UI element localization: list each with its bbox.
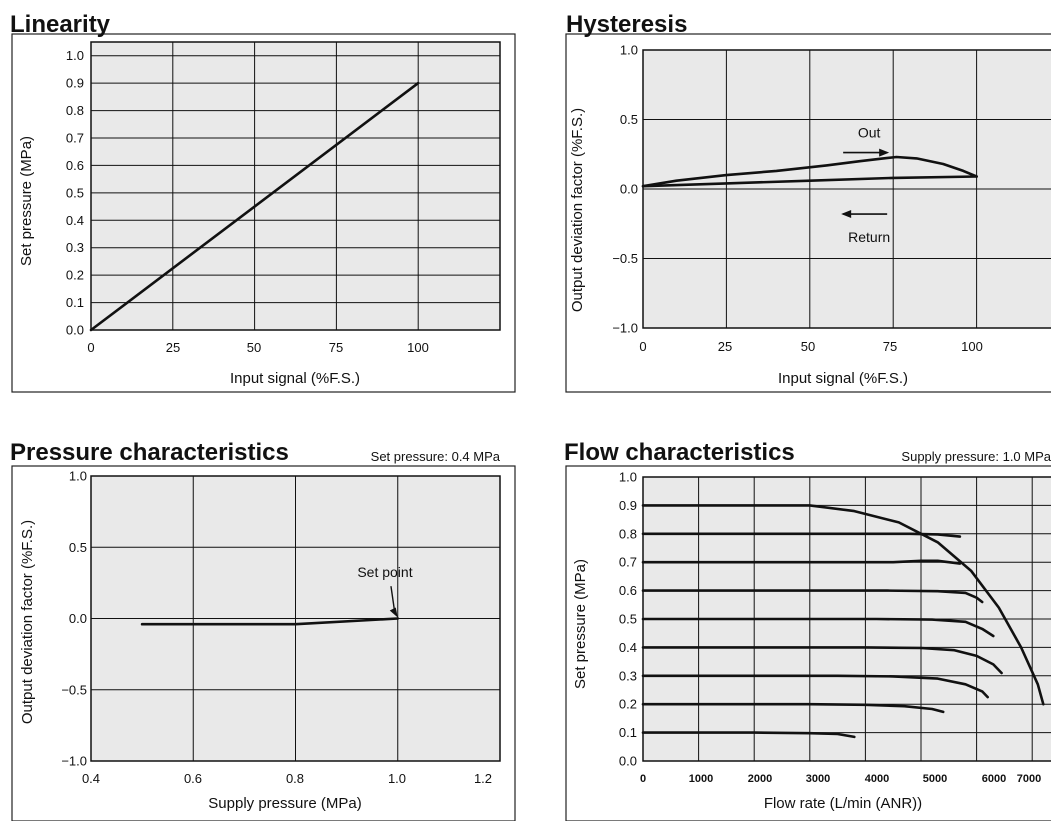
x-axis-label: Supply pressure (MPa)	[208, 795, 361, 812]
annotation-label: Set point	[357, 564, 412, 580]
y-axis-label: Set pressure (MPa)	[572, 559, 589, 689]
chart-subtitle: Set pressure: 0.4 MPa	[371, 449, 501, 464]
y-tick-label: 0.7	[619, 555, 637, 570]
x-tick-label: 0.6	[184, 771, 202, 786]
y-tick-label: 0.5	[69, 540, 87, 555]
plot-area	[90, 41, 501, 331]
y-axis-label: Output deviation factor (%F.S.)	[19, 520, 36, 724]
x-tick-label: 100	[407, 340, 429, 355]
y-tick-label: 0.8	[66, 103, 84, 118]
y-tick-label: 0.3	[66, 240, 84, 255]
chart-title: Flow characteristics	[564, 439, 795, 466]
y-tick-label: 1.0	[619, 470, 637, 485]
x-axis-label: Input signal (%F.S.)	[778, 370, 908, 387]
chart-2: Hysteresis 1.0 0.5 0.0 −0.5 −1.00 25 50 75 100 Inp…	[565, 11, 1051, 393]
x-tick-label: 1.0	[388, 771, 406, 786]
y-tick-label: 0.0	[620, 182, 638, 197]
x-tick-label: 75	[883, 339, 897, 354]
x-tick-label: 1000	[689, 773, 713, 785]
series-line-1	[641, 155, 978, 188]
x-tick-label: 50	[247, 340, 261, 355]
y-tick-label: 0.5	[619, 612, 637, 627]
x-axis-label: Flow rate (L/min (ANR))	[764, 795, 922, 812]
x-tick-label: 1.2	[474, 771, 492, 786]
y-tick-label: 0.3	[619, 668, 637, 683]
x-tick-label: 6000	[982, 773, 1006, 785]
series-line-4	[641, 646, 1003, 675]
chart-1: Linearity 0.0 0.1 0.2 0.3 0.4 0.5 0.6 0.7 0.8 0.9 1…	[10, 11, 516, 393]
chart-title: Linearity	[10, 11, 111, 38]
x-tick-label: 0	[87, 340, 94, 355]
chart-title: Pressure characteristics	[10, 439, 289, 466]
series-line-9	[641, 504, 1045, 706]
y-tick-label: 0.9	[66, 76, 84, 91]
series-line-5	[641, 617, 995, 638]
y-tick-label: 0.1	[619, 725, 637, 740]
y-tick-label: 0.7	[66, 131, 84, 146]
y-tick-label: 0.0	[619, 754, 637, 769]
y-tick-label: 0.5	[620, 112, 638, 127]
x-tick-label: 0.8	[286, 771, 304, 786]
x-tick-label: 25	[718, 339, 732, 354]
annotation-label: Return	[848, 229, 890, 245]
x-tick-label: 100	[961, 339, 983, 354]
chart-4: Flow characteristics Supply pressure: 1.0…	[564, 439, 1051, 821]
y-tick-label: 0.6	[619, 583, 637, 598]
y-tick-label: 0.4	[619, 640, 637, 655]
series-line-6	[641, 589, 984, 604]
y-tick-label: 0.6	[66, 158, 84, 173]
x-axis-label: Input signal (%F.S.)	[230, 370, 360, 387]
series-line-2	[641, 702, 945, 714]
chart-title: Hysteresis	[566, 11, 687, 38]
arrowhead-icon	[389, 607, 398, 618]
x-tick-label: 0.4	[82, 771, 100, 786]
x-tick-label: 4000	[865, 773, 889, 785]
y-tick-label: 0.2	[66, 268, 84, 283]
x-tick-label: 7000	[1017, 773, 1041, 785]
y-tick-label: 0.1	[66, 295, 84, 310]
y-tick-label: 0.8	[619, 526, 637, 541]
y-tick-label: −1.0	[61, 754, 87, 769]
y-tick-label: 0.2	[619, 697, 637, 712]
y-axis-label: Output deviation factor (%F.S.)	[569, 108, 586, 312]
x-tick-label: 0	[640, 773, 646, 785]
series-line-2	[641, 175, 978, 188]
y-tick-label: −1.0	[612, 321, 638, 336]
chart-3: Pressure characteristics Set pressure: 0.…	[10, 439, 516, 821]
x-tick-label: 25	[166, 340, 180, 355]
x-tick-label: 2000	[748, 773, 772, 785]
x-tick-label: 0	[639, 339, 646, 354]
y-tick-label: −0.5	[612, 251, 638, 266]
x-tick-label: 75	[329, 340, 343, 355]
chart-subtitle: Supply pressure: 1.0 MPa	[901, 449, 1051, 464]
y-tick-label: 1.0	[66, 48, 84, 63]
y-tick-label: −0.5	[61, 682, 87, 697]
series-line-3	[641, 674, 990, 699]
annotation-arrow	[390, 586, 396, 613]
y-tick-label: 0.5	[66, 185, 84, 200]
arrowhead-icon	[841, 210, 852, 219]
x-tick-label: 50	[801, 339, 815, 354]
annotation-label: Out	[858, 125, 881, 141]
series-line-1	[641, 731, 856, 739]
y-tick-label: 0.9	[619, 498, 637, 513]
y-tick-label: 0.0	[66, 323, 84, 338]
y-axis-label: Set pressure (MPa)	[18, 136, 35, 266]
x-tick-label: 3000	[806, 773, 830, 785]
y-tick-label: 0.4	[66, 213, 84, 228]
series-line-1	[89, 81, 420, 332]
y-tick-label: 0.0	[69, 611, 87, 626]
y-tick-label: 1.0	[620, 43, 638, 58]
arrowhead-icon	[879, 148, 890, 157]
x-tick-label: 5000	[923, 773, 947, 785]
series-line-1	[140, 617, 400, 626]
series-line-7	[641, 559, 962, 565]
y-tick-label: 1.0	[69, 469, 87, 484]
